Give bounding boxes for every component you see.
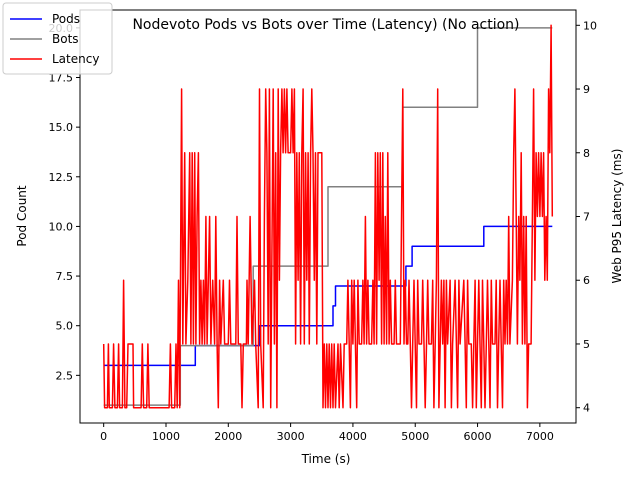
legend: Pods Bots Latency [2,2,113,75]
x-axis-label: Time (s) [301,452,351,466]
right-tick-label: 6 [583,274,590,287]
left-tick-label: 12.5 [49,171,74,184]
legend-label-latency: Latency [52,52,99,66]
series-line-latency [102,24,554,409]
left-tick-label: 5.0 [56,320,74,333]
right-tick-label: 7 [583,211,590,224]
x-tick-label: 0 [100,430,107,443]
x-tick-label: 4000 [339,430,367,443]
x-tick-label: 5000 [401,430,429,443]
right-tick-label: 10 [583,19,597,32]
right-axis-ticks: 4 5 6 7 8 9 10 [576,19,597,415]
left-tick-label: 10.0 [49,220,74,233]
x-axis-ticks: 0 1000 2000 3000 4000 5000 6000 7000 [100,423,554,443]
series-layer [102,24,554,409]
left-tick-label: 15.0 [49,121,74,134]
x-tick-label: 6000 [464,430,492,443]
x-tick-label: 7000 [526,430,554,443]
left-axis-label: Pod Count [15,185,29,247]
legend-box [2,2,113,75]
x-tick-label: 1000 [152,430,180,443]
right-tick-label: 9 [583,83,590,96]
right-axis-label: Web P95 Latency (ms) [610,149,624,284]
right-tick-label: 8 [583,147,590,160]
left-tick-label: 7.5 [56,270,74,283]
right-tick-label: 4 [583,402,590,415]
right-tick-label: 5 [583,338,590,351]
x-tick-label: 3000 [277,430,305,443]
chart-title: Nodevoto Pods vs Bots over Time (Latency… [132,17,519,33]
legend-label-bots: Bots [52,32,79,46]
left-axis-ticks: 2.55.07.510.012.515.017.520.0 [49,22,80,382]
legend-label-pods: Pods [52,12,80,26]
left-tick-label: 2.5 [56,369,74,382]
x-tick-label: 2000 [214,430,242,443]
left-tick-label: 17.5 [49,72,74,85]
